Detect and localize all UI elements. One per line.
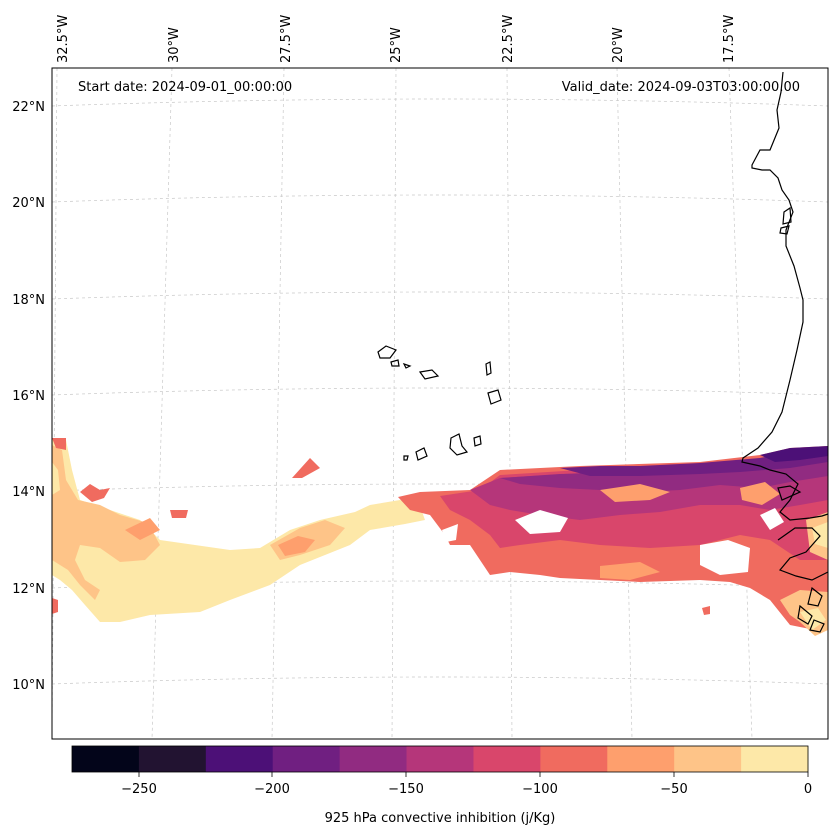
cin-region-light: [740, 482, 780, 505]
colorbar-segment: [741, 746, 809, 772]
lat-label-20n: 20°N: [12, 196, 45, 211]
colorbar-segment: [473, 746, 541, 772]
cape-verde-island: [449, 433, 469, 456]
colorbar-segment: [406, 746, 474, 772]
cin-region-dark: [560, 448, 828, 476]
lon-label-27-5w: 27.5°W: [279, 15, 294, 63]
colorbar-tick-label: 0: [804, 782, 812, 797]
island: [779, 225, 790, 235]
map-background: [52, 68, 828, 739]
lat-label-10n: 10°N: [12, 678, 45, 693]
lon-label-17-5w: 17.5°W: [722, 15, 737, 63]
colorbar-tick-label: −100: [522, 782, 558, 797]
lon-gridline: [506, 67, 513, 740]
coast-segment: [777, 527, 829, 581]
lon-gridline: [51, 67, 58, 740]
colorbar-title: 925 hPa convective inhibition (j/Kg): [325, 811, 556, 826]
lat-gridline: [51, 676, 829, 685]
cin-region-light: [278, 536, 315, 556]
colorbar-segment: [72, 746, 140, 772]
lon-gridline: [151, 67, 173, 740]
cin-region-mid: [80, 484, 110, 502]
lat-gridline: [51, 291, 829, 300]
colorbar-segment: [674, 746, 742, 772]
cape-verde-island: [418, 369, 440, 380]
lon-gridline: [391, 67, 397, 740]
cin-region-mid: [170, 510, 188, 518]
cin-gap: [442, 524, 458, 542]
cape-verde-island: [485, 361, 492, 376]
lat-gridline: [51, 483, 829, 492]
colorbar-tick-label: −150: [388, 782, 424, 797]
lon-gridline: [616, 67, 633, 740]
cin-region-light: [600, 484, 670, 502]
cin-region-light: [52, 445, 160, 600]
lon-label-22-5w: 22.5°W: [501, 15, 516, 63]
cin-region-mid: [52, 438, 66, 450]
start-date-label: Start date: 2024-09-01_00:00:00: [78, 80, 292, 95]
coast-segment: [807, 586, 823, 607]
lat-gridline: [51, 387, 829, 396]
map-frame: [51, 67, 829, 740]
cape-verde-island: [415, 447, 428, 461]
lon-gridline: [728, 67, 753, 740]
cape-verde-island: [390, 359, 400, 367]
lon-label-25w: 25°W: [389, 27, 404, 63]
colorbar-tick-label: −50: [660, 782, 687, 797]
colorbar: −250 −200 −150 −100 −50 0 925 hPa convec…: [71, 745, 812, 826]
colorbar-segment: [138, 746, 207, 772]
lon-gridline: [271, 67, 285, 740]
cin-region-light: [52, 462, 60, 495]
valid-date-label: Valid_date: 2024-09-03T03:00:00.00: [562, 80, 800, 95]
cin-contours: [52, 438, 828, 636]
colorbar-ticks: [138, 772, 809, 777]
lat-label-14n: 14°N: [12, 485, 45, 500]
coast-segment: [797, 604, 813, 625]
lat-gridline: [51, 98, 829, 107]
cin-region-dark: [760, 446, 828, 462]
cape-verde-island: [402, 362, 412, 369]
colorbar-segment: [540, 746, 608, 772]
colorbar-segments: [72, 746, 809, 772]
lon-label-30w: 30°W: [167, 27, 182, 63]
colorbar-tick-label: −250: [121, 782, 157, 797]
coast-segment: [809, 619, 825, 633]
africa-coastline: [741, 71, 829, 521]
cin-gap: [515, 510, 568, 534]
cin-region-mid: [702, 606, 710, 615]
cape-verde-island: [487, 389, 502, 405]
island: [782, 206, 792, 225]
colorbar-segment: [607, 746, 675, 772]
cin-region-light: [800, 608, 826, 630]
lat-label-22n: 22°N: [12, 100, 45, 115]
cin-region-mid: [292, 458, 320, 478]
lon-label-32-5w: 32.5°W: [56, 15, 71, 63]
lat-gridline: [51, 194, 829, 203]
colorbar-segment: [272, 746, 341, 772]
cin-region-mid: [52, 598, 58, 614]
cin-region-mid: [125, 518, 160, 540]
lat-label-12n: 12°N: [12, 582, 45, 597]
cin-region-light: [52, 440, 425, 622]
lon-label-20w: 20°W: [611, 27, 626, 63]
cin-region-light: [812, 522, 828, 548]
colorbar-segment: [205, 746, 274, 772]
cape-verde-island: [473, 435, 482, 447]
coastlines: [377, 71, 829, 633]
lat-label-16n: 16°N: [12, 389, 45, 404]
cin-region-light: [600, 562, 660, 580]
colorbar-tick-label: −200: [254, 782, 290, 797]
colorbar-frame: [71, 745, 809, 773]
cin-gap: [700, 540, 750, 575]
cin-gap: [760, 508, 784, 530]
coast-segment: [777, 485, 802, 501]
colorbar-segment: [339, 746, 408, 772]
cape-verde-island: [403, 455, 409, 461]
cape-verde-island: [377, 345, 397, 359]
lat-label-18n: 18°N: [12, 293, 45, 308]
